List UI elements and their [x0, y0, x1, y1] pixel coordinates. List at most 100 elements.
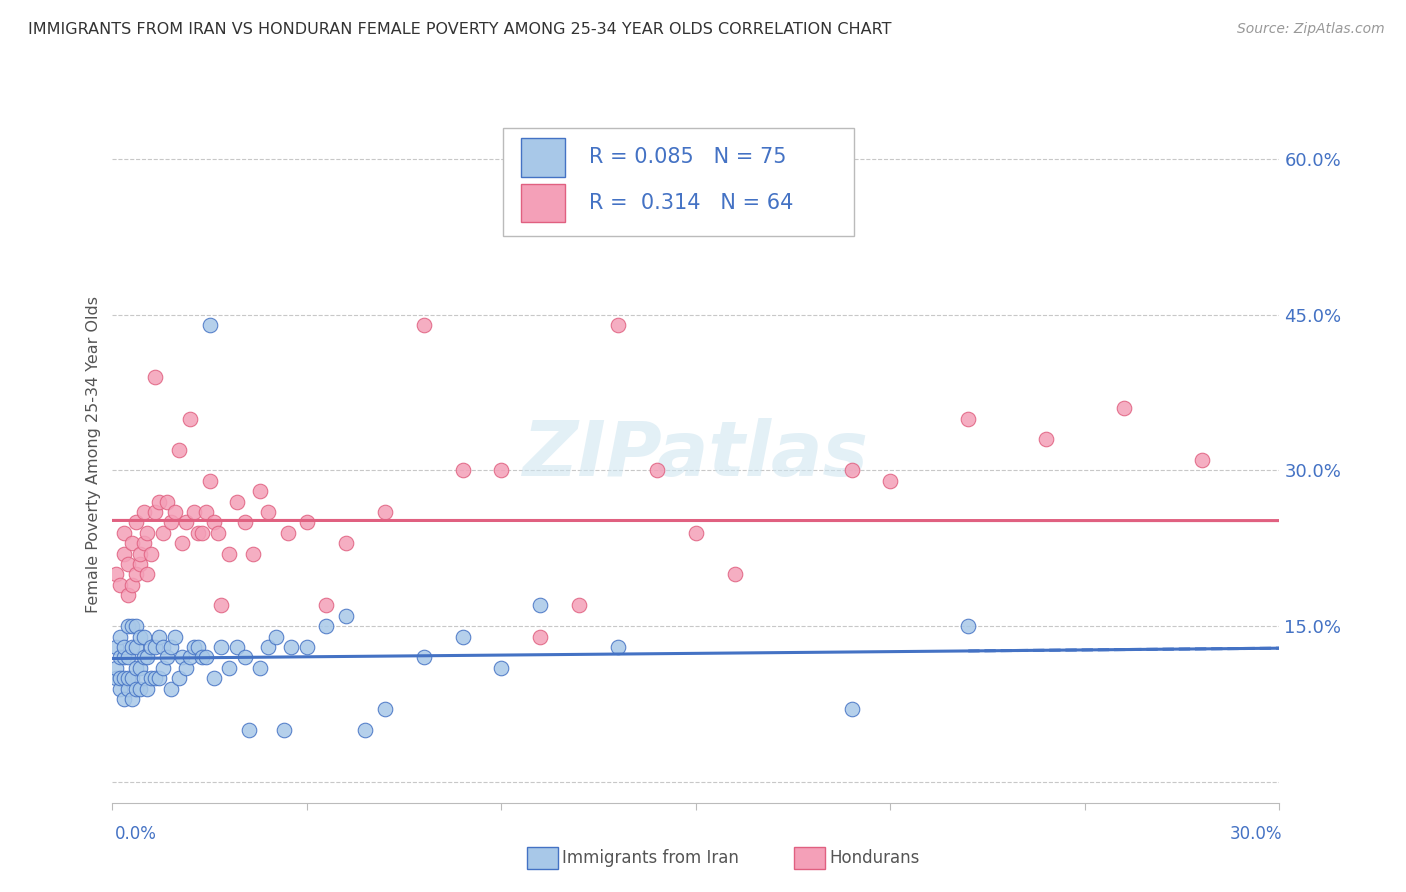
Point	[163, 630, 186, 644]
Point	[172, 536, 194, 550]
Point	[491, 661, 513, 675]
Point	[141, 671, 163, 685]
Text: 30.0%: 30.0%	[1230, 825, 1282, 843]
Point	[110, 650, 132, 665]
Point	[374, 505, 396, 519]
Point	[1035, 433, 1057, 447]
Point	[412, 650, 434, 665]
Point	[209, 599, 232, 613]
Point	[148, 494, 170, 508]
Point	[121, 640, 143, 654]
Text: Immigrants from Iran: Immigrants from Iran	[562, 849, 740, 867]
Point	[202, 671, 225, 685]
Point	[128, 630, 150, 644]
Point	[128, 547, 150, 561]
Point	[218, 547, 240, 561]
Point	[110, 681, 132, 696]
Point	[280, 640, 302, 654]
Point	[1112, 401, 1135, 416]
Point	[194, 505, 217, 519]
Point	[187, 640, 209, 654]
Point	[125, 619, 148, 633]
Point	[176, 661, 198, 675]
Point	[198, 318, 221, 332]
Point	[110, 671, 132, 685]
Point	[412, 318, 434, 332]
FancyBboxPatch shape	[520, 138, 565, 177]
Point	[132, 671, 155, 685]
Point	[238, 723, 260, 738]
Point	[143, 370, 166, 384]
Point	[132, 505, 155, 519]
Point	[143, 671, 166, 685]
Point	[125, 661, 148, 675]
Point	[335, 536, 357, 550]
Point	[191, 650, 214, 665]
Point	[183, 640, 205, 654]
Point	[110, 578, 132, 592]
Point	[179, 650, 201, 665]
Point	[152, 661, 174, 675]
Point	[841, 702, 863, 716]
Point	[179, 411, 201, 425]
Point	[374, 702, 396, 716]
Point	[112, 671, 135, 685]
Point	[194, 650, 217, 665]
Point	[257, 640, 280, 654]
Point	[143, 505, 166, 519]
Point	[148, 671, 170, 685]
Text: Source: ZipAtlas.com: Source: ZipAtlas.com	[1237, 22, 1385, 37]
Point	[143, 640, 166, 654]
Point	[128, 681, 150, 696]
Point	[117, 619, 139, 633]
Point	[315, 619, 337, 633]
Point	[156, 650, 179, 665]
Point	[233, 650, 256, 665]
Point	[451, 463, 474, 477]
Point	[183, 505, 205, 519]
Point	[136, 681, 159, 696]
Point	[128, 557, 150, 571]
Point	[152, 525, 174, 540]
Point	[125, 681, 148, 696]
Point	[112, 650, 135, 665]
Point	[132, 536, 155, 550]
Point	[112, 640, 135, 654]
Point	[335, 608, 357, 623]
Point	[125, 567, 148, 582]
Point	[105, 567, 128, 582]
Point	[233, 516, 256, 530]
Point	[128, 661, 150, 675]
Point	[136, 525, 159, 540]
FancyBboxPatch shape	[503, 128, 853, 235]
Text: R = 0.085   N = 75: R = 0.085 N = 75	[589, 147, 786, 167]
Point	[125, 516, 148, 530]
Point	[529, 630, 551, 644]
Text: 0.0%: 0.0%	[115, 825, 157, 843]
Point	[148, 630, 170, 644]
Text: IMMIGRANTS FROM IRAN VS HONDURAN FEMALE POVERTY AMONG 25-34 YEAR OLDS CORRELATIO: IMMIGRANTS FROM IRAN VS HONDURAN FEMALE …	[28, 22, 891, 37]
Point	[226, 494, 249, 508]
Point	[132, 650, 155, 665]
Point	[110, 630, 132, 644]
Point	[141, 547, 163, 561]
Point	[202, 516, 225, 530]
Point	[112, 547, 135, 561]
Point	[209, 640, 232, 654]
Point	[156, 494, 179, 508]
Point	[607, 318, 630, 332]
Text: R =  0.314   N = 64: R = 0.314 N = 64	[589, 193, 793, 213]
Point	[105, 640, 128, 654]
Point	[207, 525, 229, 540]
Point	[295, 516, 318, 530]
Point	[451, 630, 474, 644]
Point	[645, 463, 668, 477]
Point	[160, 516, 183, 530]
Point	[529, 599, 551, 613]
Text: ZIPatlas: ZIPatlas	[523, 418, 869, 491]
Y-axis label: Female Poverty Among 25-34 Year Olds: Female Poverty Among 25-34 Year Olds	[86, 296, 101, 614]
Point	[568, 599, 591, 613]
Point	[117, 557, 139, 571]
FancyBboxPatch shape	[520, 184, 565, 222]
Point	[264, 630, 287, 644]
